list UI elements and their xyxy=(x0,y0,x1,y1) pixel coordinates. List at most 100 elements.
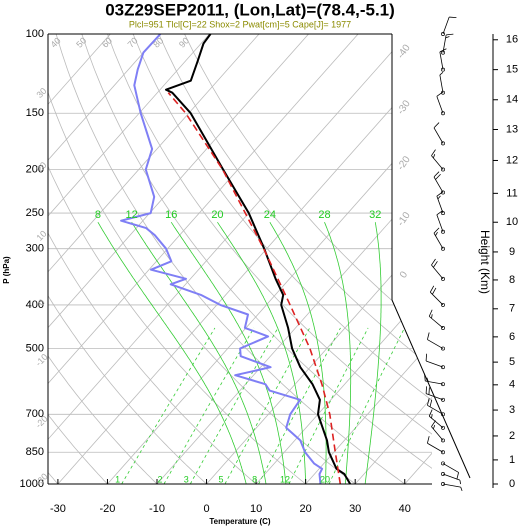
wind-barb-flag xyxy=(432,287,437,295)
height-tick-label: 14 xyxy=(506,94,518,106)
wind-barb-base xyxy=(441,472,445,476)
moist-adiabat xyxy=(97,221,247,484)
wind-barb xyxy=(428,409,445,430)
wind-barb xyxy=(436,191,445,216)
y-tick-label: 700 xyxy=(26,408,44,420)
wind-barb-base xyxy=(441,276,445,281)
wind-barb-flag xyxy=(427,332,430,340)
dry-adiabat xyxy=(48,34,356,484)
dry-adiabat-label: 10 xyxy=(34,229,48,243)
wind-barb-flag xyxy=(436,191,443,197)
y-tick-label: 500 xyxy=(26,342,44,354)
moist-adiabat-label: 20 xyxy=(211,209,223,221)
y-tick-label: 200 xyxy=(26,163,44,175)
wind-barb-flag xyxy=(428,309,433,317)
wind-barb xyxy=(439,72,445,95)
wind-barb xyxy=(425,353,445,370)
chart-subtitle: Plcl=951 Tlcl[C]=22 Shox=2 Pwat[cm]=5 Ca… xyxy=(129,19,351,29)
mixing-ratio-line xyxy=(328,327,405,484)
wind-barb-base xyxy=(441,325,445,330)
wind-barb-staff xyxy=(425,360,444,368)
isotherm xyxy=(48,34,260,484)
dry-adiabat xyxy=(55,34,405,484)
dry-adiabat xyxy=(184,34,432,484)
mixing-ratio-label: 20 xyxy=(320,474,330,484)
wind-barb xyxy=(431,258,445,281)
wind-barb xyxy=(427,332,445,351)
isotherm xyxy=(354,34,432,484)
isotherm xyxy=(57,34,432,484)
height-tick-label: 12 xyxy=(506,154,518,166)
wind-barb-base xyxy=(441,438,445,443)
wind-barb xyxy=(433,227,445,251)
height-tick-label: 10 xyxy=(506,216,518,228)
wind-barb-flag xyxy=(424,373,426,382)
wind-barb xyxy=(429,285,445,307)
wind-barb-flag xyxy=(446,33,454,36)
wind-barb-base xyxy=(441,246,445,251)
wind-barb-flag xyxy=(433,261,438,268)
dry-adiabat xyxy=(107,34,432,484)
moist-adiabat xyxy=(364,222,382,484)
wind-barb-flag xyxy=(433,227,440,234)
wind-barb-base xyxy=(441,111,445,116)
dry-adiabat-label: 0 xyxy=(36,297,47,308)
moist-adiabat xyxy=(170,221,287,484)
sounding-line xyxy=(120,34,324,484)
mixing-ratio-line xyxy=(121,327,216,484)
wind-barb xyxy=(425,386,445,402)
wind-barb xyxy=(433,171,445,195)
x-tick-label: -10 xyxy=(149,503,165,515)
wind-barb-flag xyxy=(449,16,457,18)
height-tick-label: 6 xyxy=(509,331,515,343)
isotherm xyxy=(48,34,210,484)
wind-barb-staff xyxy=(442,463,459,473)
wind-barb-flag xyxy=(439,72,444,76)
plot-area xyxy=(48,34,432,484)
wind-barb-flag xyxy=(428,409,433,417)
wind-barb xyxy=(431,149,445,172)
x-axis-label: Temperature (C) xyxy=(209,517,271,526)
wind-barb-flag xyxy=(436,91,443,97)
moist-adiabat-label: 12 xyxy=(126,209,138,221)
mixing-ratio-line xyxy=(163,327,255,484)
dry-adiabat xyxy=(48,34,306,484)
wind-barb-flag xyxy=(459,480,461,485)
dry-adiabat-label: 90 xyxy=(177,35,191,49)
wind-barb-base xyxy=(441,167,445,172)
mixing-ratio-label: 8 xyxy=(252,474,257,484)
mixing-ratio-label: 1 xyxy=(115,474,120,484)
wind-barb xyxy=(427,398,445,417)
wind-barb-flag xyxy=(445,36,450,39)
wind-barb-base xyxy=(441,32,445,36)
frame-diagonal xyxy=(391,299,471,479)
mixing-ratio-label: 3 xyxy=(184,474,189,484)
isotherm-label: -40 xyxy=(395,42,413,61)
wind-barb-flag xyxy=(426,377,429,382)
wind-barb-staff xyxy=(442,16,450,35)
wind-barb-base xyxy=(441,365,445,370)
isotherm xyxy=(48,34,309,484)
moist-adiabat xyxy=(324,222,352,484)
x-tick-label: 20 xyxy=(300,503,312,515)
wind-barb-flag xyxy=(435,232,438,236)
wind-barb-staff xyxy=(433,127,444,144)
dry-adiabat-label: 60 xyxy=(100,35,114,49)
wind-barb xyxy=(441,16,457,36)
wind-barb-base xyxy=(441,141,445,146)
sounding-line xyxy=(167,92,342,484)
wind-barb-base xyxy=(441,346,445,351)
y-tick-label: 1000 xyxy=(20,478,44,490)
wind-barb xyxy=(441,482,463,492)
wind-barb-staff xyxy=(433,176,444,193)
wind-barb-flag xyxy=(425,353,427,362)
wind-barb-base xyxy=(441,461,445,466)
isotherm xyxy=(48,34,111,484)
wind-barb-staff xyxy=(436,214,444,232)
wind-barb-flag xyxy=(437,195,441,200)
isotherm xyxy=(48,34,408,484)
isotherm-label: -30 xyxy=(395,98,413,117)
wind-barb-base xyxy=(441,211,445,216)
wind-barb-staff xyxy=(425,393,444,401)
